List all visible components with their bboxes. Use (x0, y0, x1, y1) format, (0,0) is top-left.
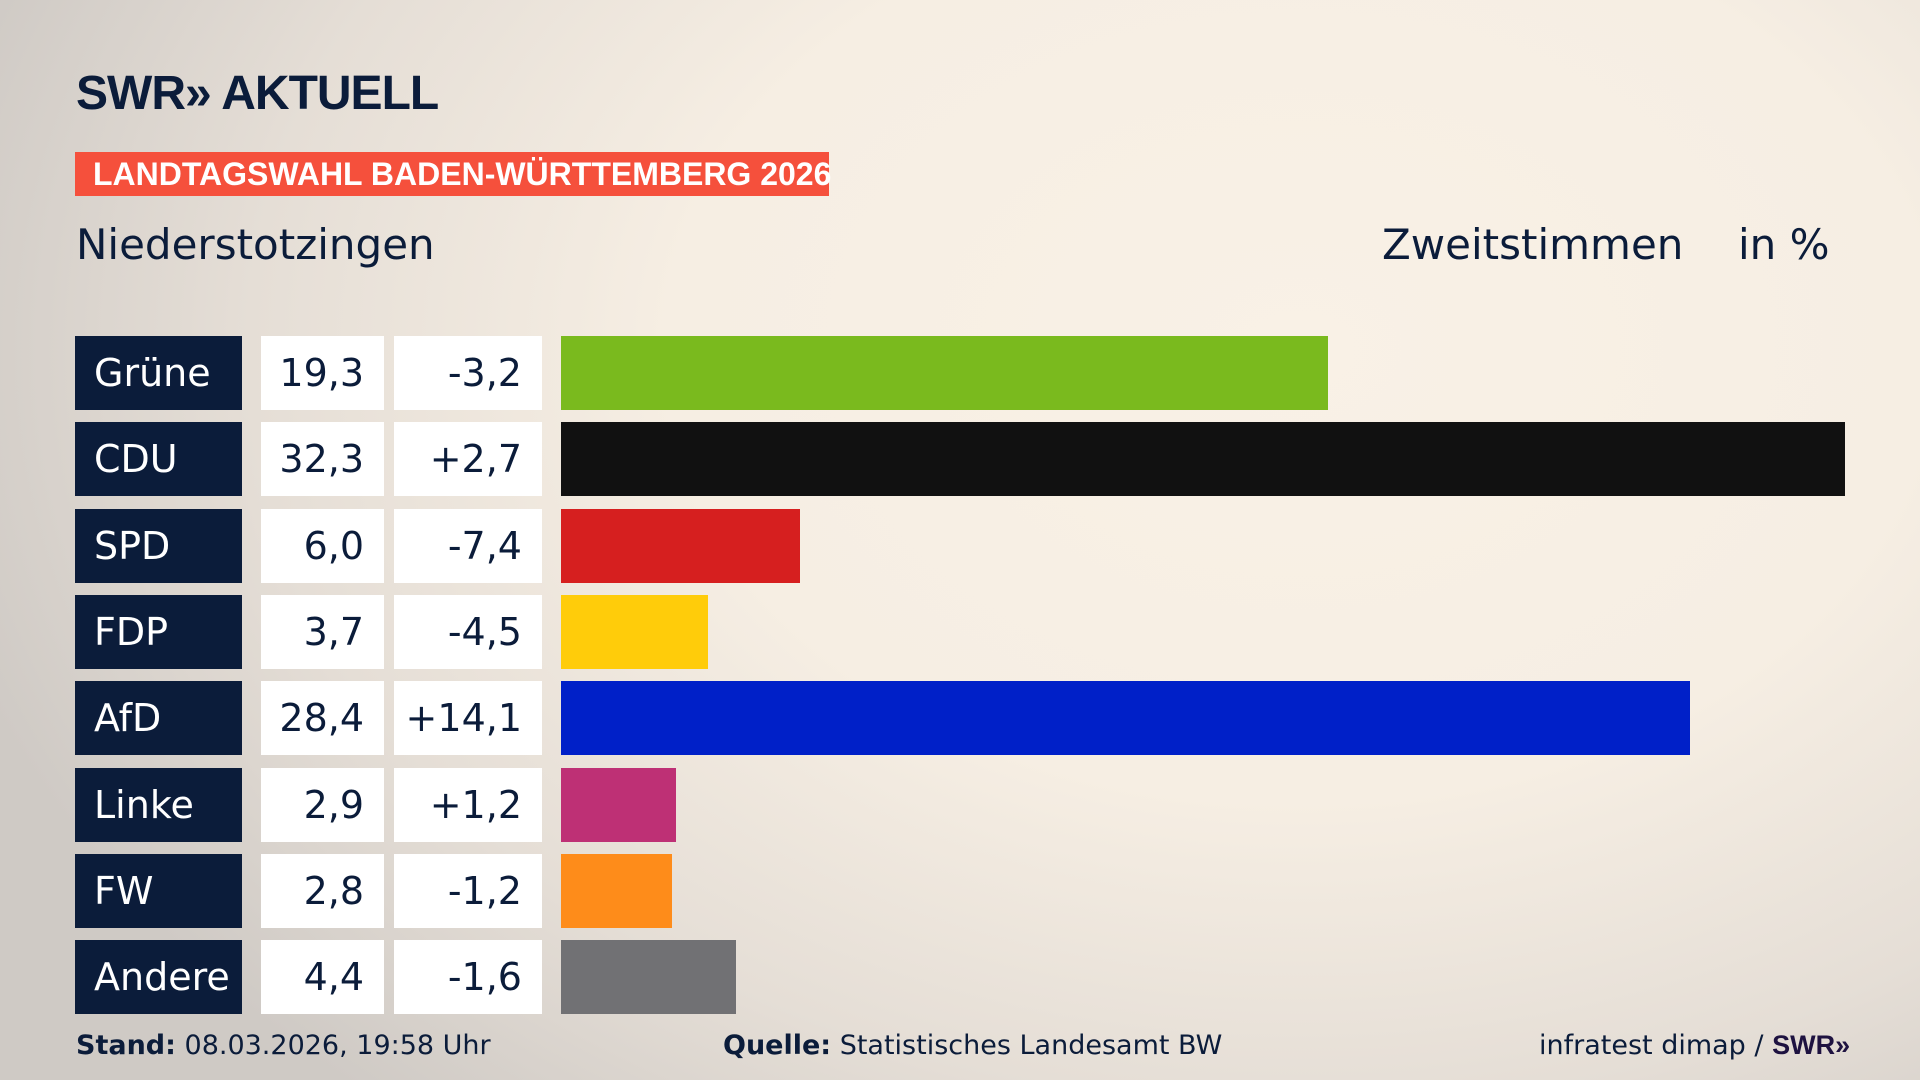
place-title: Niederstotzingen (76, 220, 435, 269)
stand-label: Stand: (76, 1030, 176, 1061)
party-row: Linke 2,9 +1,2 (0, 767, 1920, 842)
change-label: -7,4 (394, 508, 542, 583)
party-label: Grüne (75, 336, 242, 410)
source: Quelle: Statistisches Landesamt BW (723, 1030, 1222, 1061)
vote-share-label: 3,7 (261, 594, 384, 669)
vote-share-bar (561, 767, 677, 842)
unit-label: in % (1738, 220, 1830, 269)
change-label: -4,5 (394, 594, 542, 669)
vote-share-label: 32,3 (261, 422, 384, 497)
vote-share-bar (561, 940, 736, 1015)
party-row: AfD 28,4 +14,1 (0, 681, 1920, 756)
party-row: CDU 32,3 +2,7 (0, 422, 1920, 497)
swr-logo-small: SWR» (1772, 1030, 1851, 1060)
party-label: FDP (75, 594, 242, 669)
vote-share-bar (561, 681, 1690, 756)
election-banner: LANDTAGSWAHL BADEN-WÜRTTEMBERG 2026 (75, 152, 831, 196)
source-value: Statistisches Landesamt BW (839, 1030, 1223, 1061)
party-row: FW 2,8 -1,2 (0, 853, 1920, 928)
party-row: Andere 4,4 -1,6 (0, 940, 1920, 1015)
change-label: -1,2 (394, 853, 542, 928)
timestamp: Stand: 08.03.2026, 19:58 Uhr (76, 1030, 491, 1061)
vote-share-bar (561, 594, 709, 669)
source-label: Quelle: (723, 1030, 832, 1061)
vote-share-bar (561, 508, 800, 583)
vote-share-label: 28,4 (261, 681, 384, 756)
stand-value: 08.03.2026, 19:58 Uhr (184, 1030, 491, 1061)
change-label: -1,6 (394, 940, 542, 1015)
swr-aktuell-logo: SWR» AKTUELL (76, 67, 439, 120)
party-label: Linke (75, 767, 242, 842)
credit-text: infratest dimap / (1539, 1030, 1764, 1061)
change-label: +2,7 (394, 422, 542, 497)
party-label: Andere (75, 940, 242, 1015)
party-label: SPD (75, 508, 242, 583)
party-label: FW (75, 853, 242, 928)
measure-label: Zweitstimmen (1382, 220, 1684, 269)
change-label: +1,2 (394, 767, 542, 842)
party-label: AfD (75, 681, 242, 756)
vote-share-label: 19,3 (261, 336, 384, 410)
vote-share-label: 4,4 (261, 940, 384, 1015)
party-row: FDP 3,7 -4,5 (0, 594, 1920, 669)
vote-share-label: 2,8 (261, 853, 384, 928)
change-label: -3,2 (394, 336, 542, 410)
credit: infratest dimap / SWR» (1539, 1030, 1850, 1061)
vote-share-label: 6,0 (261, 508, 384, 583)
party-row: SPD 6,0 -7,4 (0, 508, 1920, 583)
vote-share-bar (561, 853, 673, 928)
vote-share-label: 2,9 (261, 767, 384, 842)
vote-share-bar (561, 336, 1329, 410)
party-label: CDU (75, 422, 242, 497)
vote-share-bar (561, 422, 1845, 497)
change-label: +14,1 (394, 681, 542, 756)
party-row: Grüne 19,3 -3,2 (0, 336, 1920, 410)
